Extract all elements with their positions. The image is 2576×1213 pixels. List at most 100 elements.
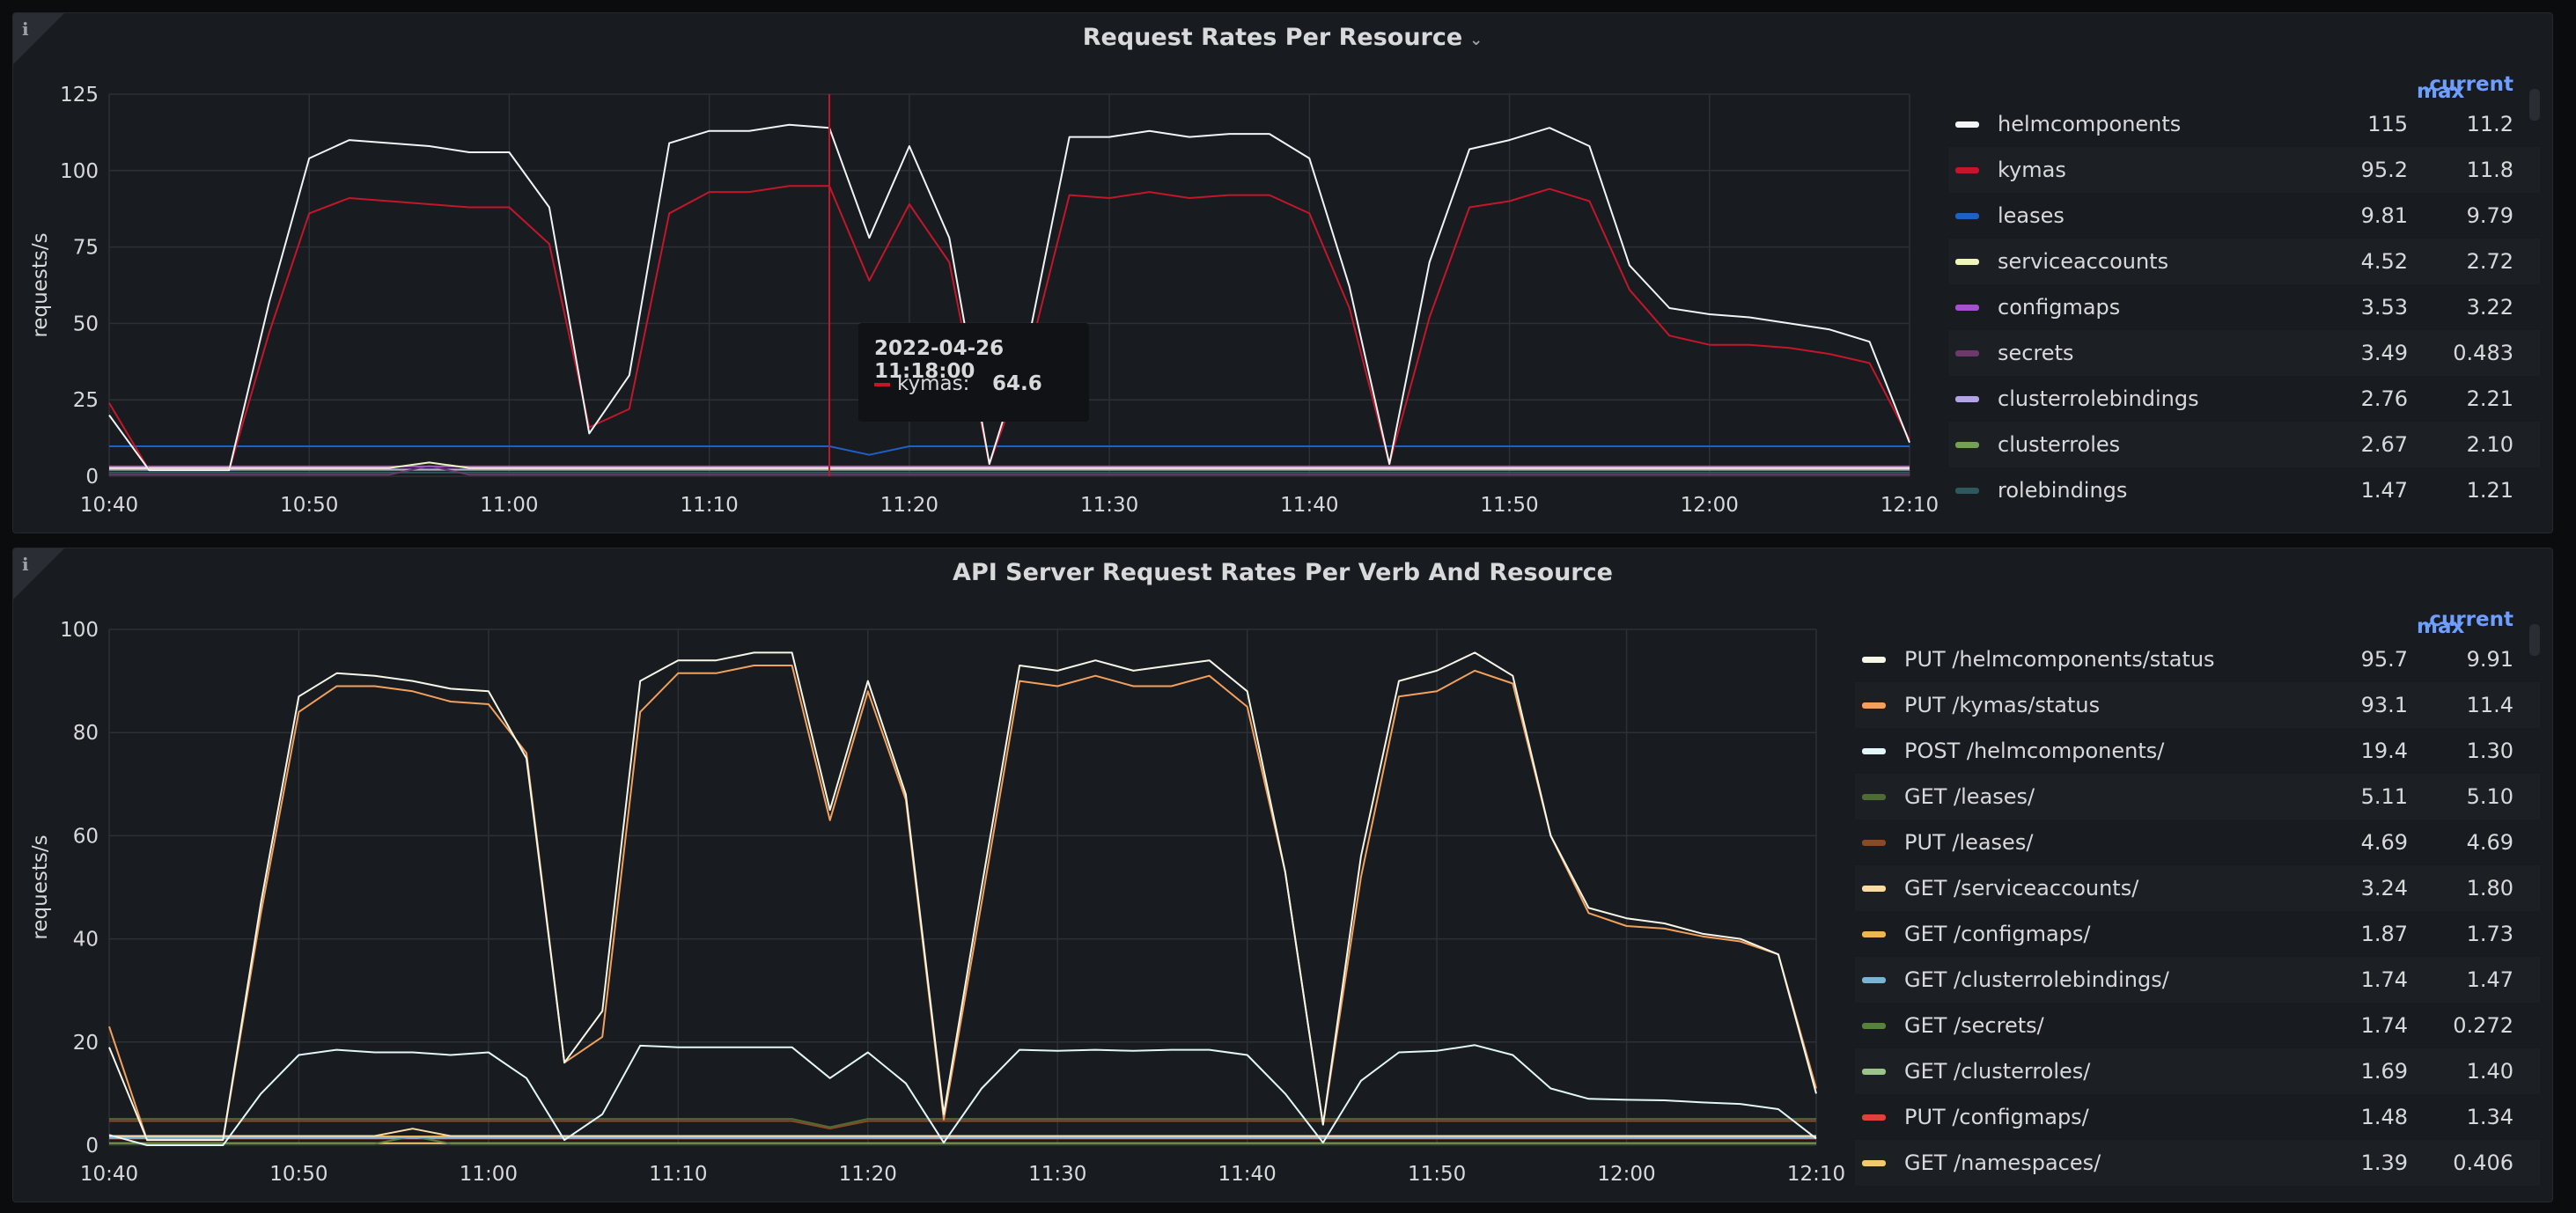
legend-series-name[interactable]: PUT /configmaps/	[1904, 1105, 2089, 1129]
panel-title-text[interactable]: API Server Request Rates Per Verb And Re…	[953, 559, 1613, 586]
series-color-swatch[interactable]	[1862, 1114, 1886, 1121]
series-color-swatch[interactable]	[1862, 1160, 1886, 1166]
series-line[interactable]	[109, 1128, 1816, 1137]
legend-series-name[interactable]: helmcomponents	[1998, 112, 2182, 136]
series-color-swatch[interactable]	[1862, 1023, 1886, 1029]
legend-series-name[interactable]: GET /clusterroles/	[1904, 1059, 2091, 1084]
chart-api-request-rates[interactable]: 0 20 40 60 80 100 10:40 10:50 11:00 11:10 11:20 11:…	[13, 548, 1853, 1202]
panel-title-text[interactable]: Request Rates Per Resource	[1082, 24, 1463, 51]
series-color-swatch[interactable]	[1955, 167, 1979, 173]
panel-api-request-rates-per-verb[interactable]: i API Server Request Rates Per Verb And …	[12, 548, 2553, 1202]
chevron-down-icon[interactable]: ⌄	[2422, 615, 2434, 632]
legend-row[interactable]: GET /secrets/1.74 0.272	[1855, 1003, 2540, 1048]
legend-series-name[interactable]: PUT /helmcomponents/status	[1904, 647, 2215, 672]
legend-series-name[interactable]: configmaps	[1998, 295, 2121, 320]
panel-title[interactable]: API Server Request Rates Per Verb And Re…	[13, 559, 2552, 586]
legend-max-header[interactable]: max	[2417, 80, 2465, 103]
legend-row[interactable]: serviceaccounts 4.52 2.72	[1948, 239, 2540, 284]
series-color-swatch[interactable]	[1955, 213, 1979, 219]
legend-row[interactable]: secrets 3.49 0.483	[1948, 330, 2540, 376]
series-color-swatch[interactable]	[1955, 305, 1979, 311]
info-icon[interactable]: i	[22, 18, 29, 40]
series-line[interactable]	[109, 1120, 1816, 1130]
legend-series-name[interactable]: GET /clusterrolebindings/	[1904, 967, 2169, 992]
legend-row[interactable]: GET /leases/5.11 5.10	[1855, 774, 2540, 820]
legend-row[interactable]: helmcomponents 115 11.2	[1948, 101, 2540, 147]
chevron-down-icon[interactable]: ⌄	[1469, 31, 1483, 49]
legend-series-name[interactable]: GET /namespaces/	[1904, 1151, 2101, 1175]
legend-series-name[interactable]: GET /leases/	[1904, 784, 2035, 809]
legend-series-name[interactable]: POST /helmcomponents/	[1904, 739, 2165, 763]
legend-series-name[interactable]: GET /configmaps/	[1904, 922, 2091, 946]
y-tick-label: 0	[85, 1135, 99, 1158]
x-tick-label: 12:00	[1681, 494, 1739, 517]
series-color-swatch[interactable]	[1862, 840, 1886, 846]
series-color-swatch[interactable]	[1862, 748, 1886, 754]
legend-row[interactable]: configmaps 3.53 3.22	[1948, 284, 2540, 330]
series-line[interactable]	[108, 651, 1817, 1142]
series-color-swatch[interactable]	[1862, 657, 1886, 663]
legend-row[interactable]: GET /clusterrolebindings/1.74 1.47	[1855, 957, 2540, 1003]
series-color-swatch[interactable]	[1955, 488, 1979, 494]
legend-max-header[interactable]: max	[2417, 615, 2465, 638]
chevron-down-icon[interactable]: ⌄	[2422, 80, 2434, 97]
legend-row[interactable]: clusterroles 2.67 2.10	[1948, 422, 2540, 467]
series-color-swatch[interactable]	[1862, 1069, 1886, 1075]
legend-series-name[interactable]: secrets	[1998, 341, 2074, 365]
legend-series-name[interactable]: kymas	[1998, 158, 2066, 182]
legend-series-name[interactable]: GET /secrets/	[1904, 1013, 2044, 1038]
x-tick-label: 11:40	[1218, 1163, 1277, 1186]
legend-scrollbar[interactable]	[2529, 89, 2540, 121]
series-line[interactable]	[109, 1118, 1816, 1128]
legend-current-value: 1.34	[2466, 1105, 2513, 1129]
series-line[interactable]	[108, 665, 1817, 1142]
series-color-swatch[interactable]	[1862, 931, 1886, 937]
legend-series-name[interactable]: GET /serviceaccounts/	[1904, 876, 2139, 901]
legend-row[interactable]: GET /serviceaccounts/3.24 1.80	[1855, 865, 2540, 911]
legend-row[interactable]: PUT /leases/4.69 4.69	[1855, 820, 2540, 865]
legend-series-name[interactable]: PUT /leases/	[1904, 830, 2034, 855]
chart-request-rates[interactable]: 0 25 50 75 100 125 10:40 10:50 11:00 11:10 11:20 11…	[13, 13, 1941, 533]
series-color-swatch[interactable]	[1955, 396, 1979, 402]
series-color-swatch[interactable]	[1862, 886, 1886, 892]
legend-series-name[interactable]: serviceaccounts	[1998, 249, 2169, 274]
series-line[interactable]	[108, 123, 1910, 472]
info-icon[interactable]: i	[22, 554, 29, 575]
legend-row[interactable]: rolebindings 1.47 1.21	[1948, 467, 2540, 513]
panel-info-corner[interactable]	[13, 13, 64, 64]
legend-max-value: 2.76	[2360, 386, 2408, 411]
series-color-swatch[interactable]	[1862, 702, 1886, 709]
legend-series-name[interactable]: PUT /kymas/status	[1904, 693, 2101, 717]
legend-row[interactable]: GET /configmaps/1.87 1.73	[1855, 911, 2540, 957]
y-tick-label: 100	[60, 619, 99, 642]
panel-request-rates-per-resource[interactable]: i Request Rates Per Resource ⌄ 0 25 50 75 100…	[12, 12, 2553, 533]
series-line[interactable]	[108, 1044, 1817, 1146]
series-line[interactable]	[109, 461, 1910, 469]
series-color-swatch[interactable]	[1862, 794, 1886, 800]
legend-row[interactable]: clusterrolebindings 2.76 2.21	[1948, 376, 2540, 422]
series-line[interactable]	[109, 445, 1910, 456]
legend-series-name[interactable]: clusterrolebindings	[1998, 386, 2199, 411]
series-color-swatch[interactable]	[1955, 121, 1979, 128]
legend-row[interactable]: GET /clusterroles/1.69 1.40	[1855, 1048, 2540, 1094]
panel-info-corner[interactable]	[13, 548, 64, 599]
legend-row[interactable]: PUT /helmcomponents/status 95.7 9.91	[1855, 636, 2540, 682]
panel-title[interactable]: Request Rates Per Resource ⌄	[13, 24, 2552, 51]
legend-row[interactable]: PUT /configmaps/1.48 1.34	[1855, 1094, 2540, 1140]
series-color-swatch[interactable]	[1862, 977, 1886, 983]
legend-series-name[interactable]: clusterroles	[1998, 432, 2121, 457]
legend-series-name[interactable]: leases	[1998, 203, 2064, 228]
legend-row[interactable]: GET /namespaces/1.39 0.406	[1855, 1140, 2540, 1186]
legend-current-header[interactable]: current	[2429, 73, 2513, 96]
legend-row[interactable]: kymas 95.2 11.8	[1948, 147, 2540, 193]
legend-row[interactable]: PUT /kymas/status 93.1 11.4	[1855, 682, 2540, 728]
legend-scrollbar[interactable]	[2529, 624, 2540, 656]
series-line[interactable]	[108, 185, 1910, 472]
legend-series-name[interactable]: rolebindings	[1998, 478, 2128, 503]
series-color-swatch[interactable]	[1955, 442, 1979, 448]
legend-row[interactable]: POST /helmcomponents/19.4 1.30	[1855, 728, 2540, 774]
series-color-swatch[interactable]	[1955, 350, 1979, 357]
legend-row[interactable]: leases 9.81 9.79	[1948, 193, 2540, 239]
series-color-swatch[interactable]	[1955, 259, 1979, 265]
legend-current-header[interactable]: current	[2429, 608, 2513, 631]
